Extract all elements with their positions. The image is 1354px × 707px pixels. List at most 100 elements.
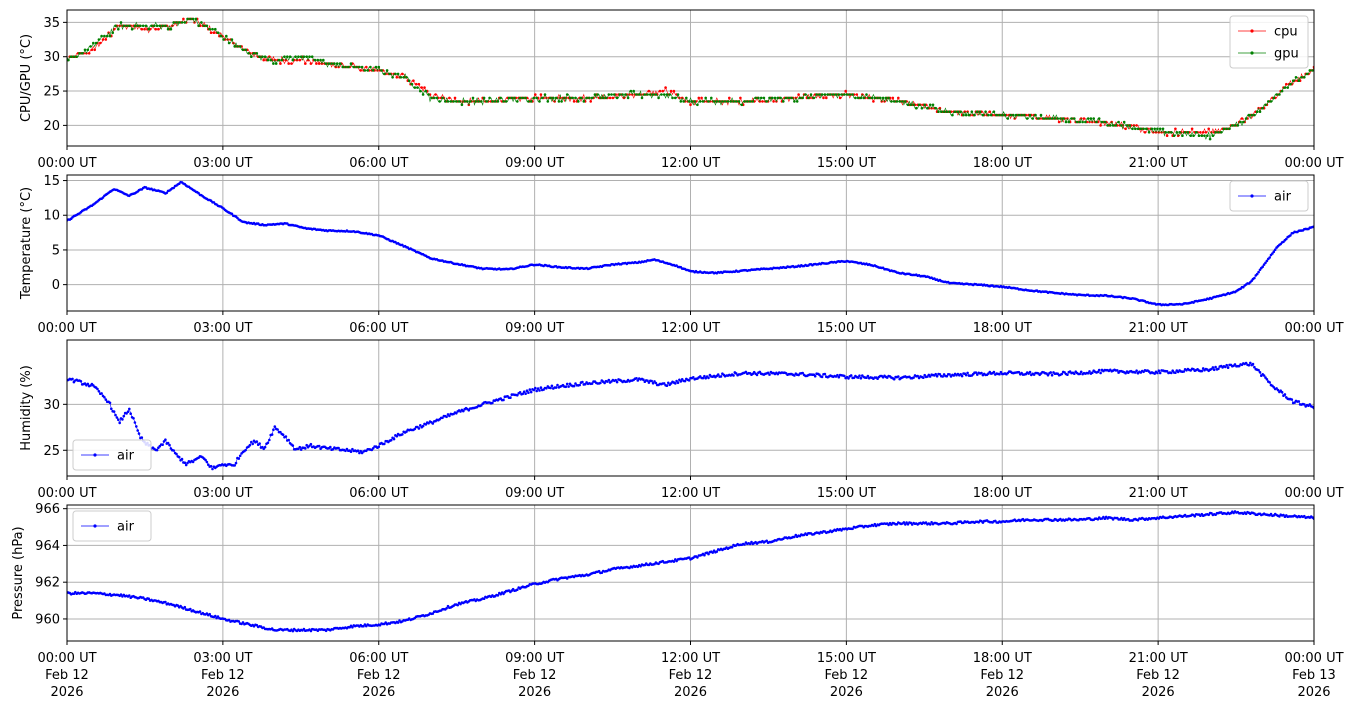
data-point (369, 65, 372, 69)
data-point (1109, 124, 1112, 127)
data-point (698, 100, 702, 103)
data-point (1211, 366, 1215, 369)
data-point (823, 372, 827, 376)
data-point (696, 103, 699, 107)
plot-area (67, 510, 1314, 633)
x-date-label: Feb 12 (669, 668, 713, 683)
x-year-label: 2026 (674, 685, 707, 700)
data-point (543, 93, 547, 96)
data-point (895, 100, 899, 103)
data-point (940, 110, 943, 113)
data-point (955, 522, 958, 526)
y-tick-label: 962 (35, 576, 60, 591)
data-point (608, 96, 612, 100)
data-point (322, 58, 325, 62)
data-point (571, 96, 574, 100)
data-point (1124, 127, 1127, 131)
data-point (158, 24, 162, 28)
data-point (1257, 368, 1260, 372)
data-point (578, 383, 581, 387)
data-point (359, 449, 363, 453)
x-year-label: 2026 (1297, 685, 1330, 700)
data-point (960, 374, 964, 378)
data-point (1262, 374, 1266, 377)
data-point (1239, 120, 1242, 124)
data-point (1226, 366, 1230, 370)
data-point (744, 370, 748, 374)
data-point (866, 374, 870, 378)
data-point (97, 390, 101, 393)
legend-label: cpu (1274, 25, 1298, 40)
data-point (1048, 117, 1051, 120)
data-point (593, 93, 597, 96)
data-point (1116, 369, 1119, 372)
y-axis-label: Humidity (%) (19, 365, 34, 451)
data-point (556, 383, 559, 387)
data-point (79, 380, 83, 383)
data-point (280, 58, 284, 62)
data-point (385, 69, 389, 72)
x-tick-label: 12:00 UT (661, 651, 720, 666)
data-point (1139, 127, 1143, 131)
data-point (1268, 381, 1271, 384)
data-point (1091, 371, 1094, 375)
data-point (1084, 120, 1087, 124)
data-point (1067, 120, 1071, 124)
data-point (687, 379, 691, 382)
data-point (191, 17, 195, 21)
data-point (987, 113, 990, 117)
legend-marker (93, 524, 97, 528)
data-point (122, 414, 126, 418)
data-point (901, 100, 904, 103)
data-point (590, 96, 594, 100)
y-tick-label: 25 (43, 85, 60, 100)
data-point (1134, 127, 1137, 131)
data-point (665, 93, 669, 96)
data-point (279, 62, 282, 65)
data-point (247, 52, 250, 55)
data-point (867, 96, 871, 100)
data-point (582, 100, 586, 103)
series-markers-air (67, 361, 1314, 471)
data-point (989, 113, 993, 117)
data-point (1225, 127, 1228, 131)
legend-box (1229, 15, 1309, 69)
data-point (1174, 371, 1177, 375)
data-point (540, 96, 544, 100)
x-tick-label: 21:00 UT (1129, 156, 1188, 171)
data-point (356, 449, 360, 453)
data-point (567, 385, 570, 388)
data-point (241, 621, 245, 624)
data-point (405, 430, 408, 433)
data-point (202, 24, 206, 28)
data-point (572, 100, 576, 103)
y-tick-label: 10 (43, 209, 60, 224)
x-tick-label: 06:00 UT (349, 651, 408, 666)
data-point (317, 444, 321, 448)
data-point (441, 416, 444, 420)
data-point (419, 424, 422, 427)
data-point (274, 62, 278, 65)
data-point (1064, 120, 1068, 124)
data-point (945, 374, 949, 378)
data-point (685, 96, 688, 100)
x-tick-label: 18:00 UT (973, 156, 1032, 171)
data-point (164, 600, 167, 604)
data-point (1271, 252, 1274, 255)
data-point (310, 55, 314, 58)
data-point (164, 438, 167, 442)
data-point (1060, 372, 1064, 376)
data-point (1020, 113, 1023, 117)
data-point (683, 379, 687, 383)
x-date-label: Feb 12 (980, 668, 1024, 683)
data-point (258, 55, 261, 58)
data-point (395, 76, 399, 79)
data-point (502, 100, 505, 103)
data-point (980, 371, 983, 375)
data-point (255, 52, 259, 55)
x-year-label: 2026 (362, 685, 395, 700)
data-point (981, 113, 985, 117)
data-point (180, 21, 184, 24)
data-point (1153, 127, 1156, 131)
data-point (953, 110, 957, 113)
